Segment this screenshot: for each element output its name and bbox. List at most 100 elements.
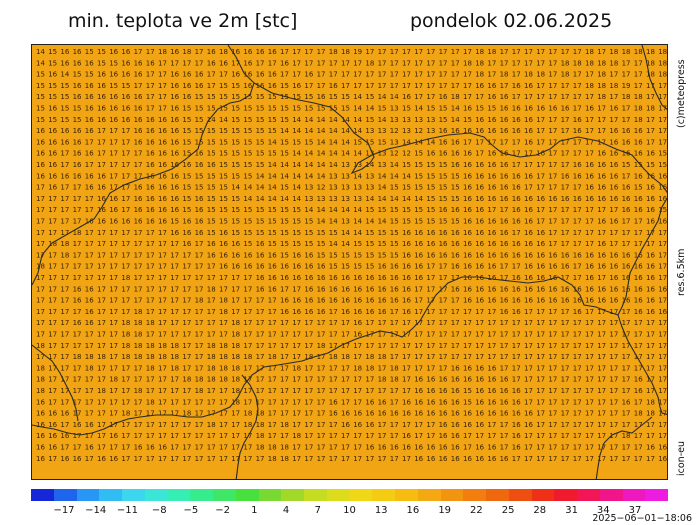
temperature-value: 17 — [597, 376, 606, 384]
temperature-value: 18 — [182, 48, 191, 56]
temperature-value: 17 — [609, 387, 618, 395]
temperature-value: 19 — [353, 48, 362, 56]
temperature-value: 16 — [146, 116, 155, 124]
temperature-value: 17 — [73, 398, 82, 406]
temperature-value: 17 — [304, 364, 313, 372]
temperature-value: 17 — [36, 297, 45, 305]
temperature-value: 17 — [597, 105, 606, 113]
temperature-value: 17 — [402, 455, 411, 463]
temperature-value: 17 — [134, 274, 143, 282]
temperature-value: 17 — [280, 342, 289, 350]
temperature-value: 15 — [414, 161, 423, 169]
temperature-value: 17 — [280, 71, 289, 79]
temperature-value: 16 — [280, 59, 289, 67]
temperature-value: 17 — [548, 444, 557, 452]
temperature-value: 17 — [121, 240, 130, 248]
temperature-value: 17 — [146, 331, 155, 339]
temperature-value: 15 — [365, 206, 374, 214]
colorbar-segment — [486, 489, 509, 501]
temperature-value: 17 — [121, 421, 130, 429]
temperature-value: 17 — [268, 398, 277, 406]
temperature-value: 17 — [73, 364, 82, 372]
temperature-value: 17 — [256, 376, 265, 384]
temperature-value: 17 — [268, 421, 277, 429]
map-title: min. teplota ve 2m [stc] — [68, 10, 298, 32]
temperature-value: 17 — [329, 331, 338, 339]
temperature-value: 17 — [585, 93, 594, 101]
temperature-value: 17 — [121, 172, 130, 180]
temperature-value: 16 — [60, 432, 69, 440]
temperature-value: 14 — [451, 105, 460, 113]
temperature-value: 17 — [561, 432, 570, 440]
temperature-value: 15 — [207, 218, 216, 226]
temperature-value: 17 — [634, 82, 643, 90]
temperature-value: 17 — [487, 421, 496, 429]
temperature-value: 17 — [536, 421, 545, 429]
temperature-value: 15 — [231, 138, 240, 146]
temperature-value: 17 — [182, 455, 191, 463]
temperature-value: 13 — [378, 127, 387, 135]
temperature-value: 18 — [195, 387, 204, 395]
temperature-value: 16 — [463, 218, 472, 226]
temperature-value: 18 — [73, 353, 82, 361]
temperature-value: 16 — [536, 195, 545, 203]
temperature-value: 16 — [243, 263, 252, 271]
temperature-value: 17 — [85, 229, 94, 237]
temperature-value: 16 — [585, 251, 594, 259]
temperature-value: 16 — [97, 195, 106, 203]
temperature-value: 16 — [414, 274, 423, 282]
temperature-value: 16 — [170, 105, 179, 113]
temperature-value: 17 — [646, 82, 655, 90]
temperature-value: 18 — [207, 364, 216, 372]
temperature-value: 17 — [341, 387, 350, 395]
temperature-value: 17 — [634, 342, 643, 350]
temperature-value: 16 — [378, 410, 387, 418]
temperature-value: 15 — [243, 150, 252, 158]
temperature-value: 16 — [426, 251, 435, 259]
temperature-value: 17 — [304, 331, 313, 339]
temperature-value: 13 — [365, 184, 374, 192]
temperature-value: 17 — [609, 421, 618, 429]
temperature-value: 16 — [292, 251, 301, 259]
temperature-value: 16 — [585, 172, 594, 180]
temperature-value: 17 — [609, 308, 618, 316]
temperature-value: 15 — [426, 206, 435, 214]
temperature-value: 15 — [36, 71, 45, 79]
temperature-value: 16 — [524, 240, 533, 248]
temperature-value: 17 — [548, 421, 557, 429]
temperature-value: 15 — [256, 206, 265, 214]
temperature-value: 18 — [658, 48, 667, 56]
temperature-value: 15 — [414, 218, 423, 226]
temperature-value: 17 — [512, 93, 521, 101]
temperature-value: 17 — [524, 308, 533, 316]
temperature-value: 16 — [402, 398, 411, 406]
temperature-value: 15 — [231, 105, 240, 113]
temperature-value: 16 — [109, 48, 118, 56]
temperature-value: 17 — [390, 319, 399, 327]
temperature-value: 16 — [500, 116, 509, 124]
temperature-value: 16 — [597, 285, 606, 293]
temperature-value: 16 — [170, 138, 179, 146]
temperature-value: 17 — [609, 342, 618, 350]
temperature-value: 16 — [451, 251, 460, 259]
temperature-value: 18 — [121, 331, 130, 339]
temperature-value: 16 — [487, 274, 496, 282]
temperature-value: 16 — [561, 285, 570, 293]
temperature-value: 16 — [158, 444, 167, 452]
temperature-value: 18 — [378, 376, 387, 384]
temperature-value: 18 — [658, 71, 667, 79]
temperature-value: 16 — [512, 444, 521, 452]
temperature-value: 16 — [85, 59, 94, 67]
temperature-value: 16 — [536, 274, 545, 282]
temperature-value: 17 — [146, 93, 155, 101]
temperature-value: 18 — [60, 251, 69, 259]
temperature-value: 15 — [243, 218, 252, 226]
colorbar-segment — [167, 489, 191, 501]
temperature-value: 17 — [512, 364, 521, 372]
temperature-value: 17 — [634, 218, 643, 226]
temperature-value: 17 — [548, 161, 557, 169]
temperature-value: 15 — [414, 206, 423, 214]
temperature-value: 17 — [292, 455, 301, 463]
temperature-value: 16 — [256, 263, 265, 271]
temperature-value: 17 — [353, 398, 362, 406]
